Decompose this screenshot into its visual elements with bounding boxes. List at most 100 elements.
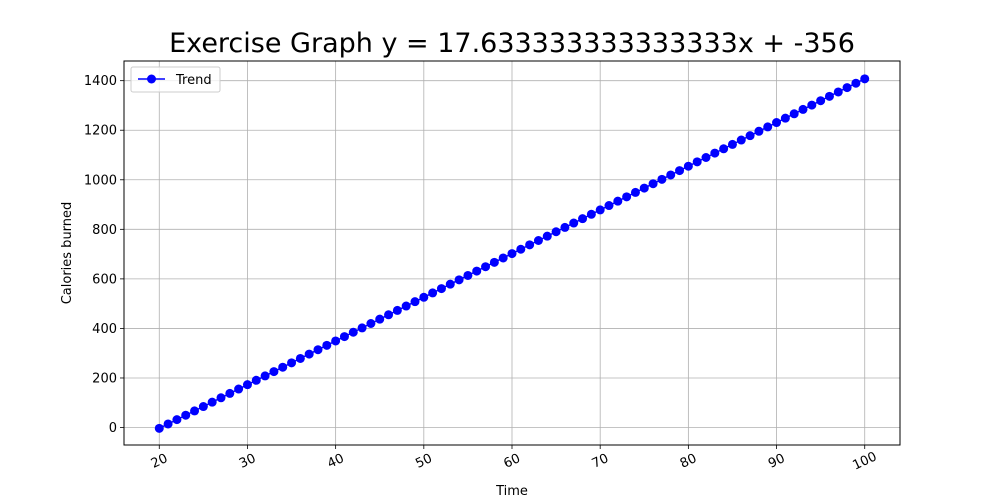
data-point	[454, 275, 464, 285]
data-point	[287, 358, 297, 368]
chart-title: Exercise Graph y = 17.633333333333333x +…	[169, 28, 855, 59]
data-point	[516, 244, 526, 254]
data-point	[710, 148, 720, 158]
data-point	[190, 406, 200, 416]
data-point	[445, 279, 455, 289]
data-point	[798, 104, 808, 114]
data-point	[489, 257, 499, 267]
data-point	[216, 393, 226, 403]
data-point	[392, 305, 402, 315]
data-point	[860, 74, 870, 84]
data-point	[533, 236, 543, 246]
x-tick-label: 80	[678, 451, 699, 472]
data-point	[639, 183, 649, 193]
data-point	[313, 345, 323, 355]
data-point	[842, 83, 852, 93]
y-tick-label: 200	[92, 371, 117, 386]
data-point	[736, 135, 746, 145]
y-tick-label: 1400	[84, 74, 117, 89]
data-point	[304, 349, 314, 359]
data-point	[419, 292, 429, 302]
legend-marker-icon	[147, 74, 156, 84]
data-point	[622, 192, 632, 202]
y-tick-label: 1200	[84, 124, 117, 139]
data-point	[719, 144, 729, 154]
data-point	[525, 240, 535, 250]
y-axis-label: Calories burned	[60, 202, 75, 305]
x-tick-label: 30	[237, 451, 258, 472]
y-tick-label: 1000	[84, 173, 117, 188]
legend: Trend	[130, 66, 221, 93]
data-point	[384, 310, 394, 320]
data-point	[207, 397, 217, 407]
data-point	[472, 266, 482, 276]
data-point	[648, 179, 658, 189]
data-point	[780, 113, 790, 123]
data-point	[163, 419, 173, 429]
data-point	[225, 388, 235, 398]
data-point	[234, 384, 244, 394]
x-tick-label: 70	[590, 451, 611, 472]
data-point	[551, 227, 561, 237]
data-point	[657, 174, 667, 184]
x-tick-label: 20	[149, 451, 170, 472]
data-point	[436, 284, 446, 294]
data-point	[507, 249, 517, 259]
series-group	[154, 74, 870, 433]
data-point	[560, 222, 570, 232]
x-tick-label: 60	[502, 451, 523, 472]
legend-box	[130, 66, 221, 93]
x-tick-label: 40	[325, 451, 346, 472]
data-point	[578, 214, 588, 224]
data-point	[807, 100, 817, 110]
data-point	[824, 91, 834, 101]
data-point	[463, 270, 473, 280]
data-point	[331, 336, 341, 346]
x-axis: 20 30 40 50 60 70 80 90 100	[149, 445, 880, 473]
data-point	[772, 118, 782, 128]
data-point	[198, 402, 208, 412]
data-point	[816, 96, 826, 106]
data-point	[666, 170, 676, 180]
data-point	[278, 362, 288, 372]
data-point	[675, 166, 685, 176]
data-point	[542, 231, 552, 241]
data-point	[833, 87, 843, 97]
data-point	[754, 126, 764, 136]
y-tick-label: 600	[92, 272, 117, 287]
data-point	[595, 205, 605, 215]
x-tick-label: 50	[413, 451, 434, 472]
x-axis-label: Time	[495, 484, 528, 499]
data-point	[630, 187, 640, 197]
data-point	[701, 153, 711, 163]
y-tick-label: 0	[109, 421, 117, 436]
x-tick-label: 90	[766, 451, 787, 472]
y-axis: 0 200 400 600 800 1000 1200 1400	[84, 74, 124, 436]
data-point	[851, 78, 861, 88]
data-point	[348, 327, 358, 337]
data-point	[401, 301, 411, 311]
data-point	[242, 380, 252, 390]
data-point	[692, 157, 702, 167]
data-point	[745, 131, 755, 141]
data-point	[251, 375, 261, 385]
y-tick-label: 800	[92, 223, 117, 238]
data-point	[357, 323, 367, 333]
data-point	[498, 253, 508, 263]
data-point	[154, 423, 164, 433]
data-point	[295, 353, 305, 363]
data-point	[604, 201, 614, 211]
y-tick-label: 400	[92, 322, 117, 337]
data-point	[789, 109, 799, 119]
legend-label-trend: Trend	[175, 73, 212, 88]
data-point	[586, 209, 596, 219]
data-point	[613, 196, 623, 206]
data-point	[181, 410, 191, 420]
data-point	[410, 297, 420, 307]
x-tick-label: 100	[851, 449, 880, 473]
data-point	[172, 415, 182, 425]
data-point	[322, 340, 332, 350]
data-point	[269, 367, 279, 377]
data-point	[339, 332, 349, 342]
